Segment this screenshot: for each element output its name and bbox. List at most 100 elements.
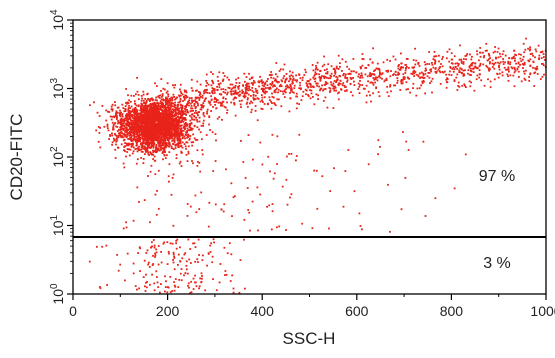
data-point (151, 97, 153, 100)
data-point (158, 149, 161, 152)
data-point (175, 124, 178, 127)
data-point (212, 82, 215, 85)
data-point (418, 72, 421, 75)
data-point (524, 79, 527, 81)
data-point (178, 95, 181, 98)
data-point (159, 140, 162, 143)
data-point (371, 82, 374, 84)
data-point (468, 65, 471, 68)
data-point (262, 90, 264, 92)
data-point (155, 112, 158, 115)
data-point (183, 89, 186, 92)
data-point (225, 168, 227, 171)
data-point (533, 85, 536, 87)
data-point (152, 111, 155, 114)
data-point (140, 112, 143, 115)
data-point (147, 127, 149, 130)
data-point (152, 158, 154, 160)
data-point (175, 153, 178, 156)
data-point (165, 144, 168, 147)
data-point (146, 147, 149, 150)
data-point (133, 122, 135, 124)
data-point (148, 141, 150, 144)
data-point (463, 58, 465, 60)
data-point (182, 134, 184, 137)
data-point (177, 120, 180, 123)
data-point (353, 190, 356, 193)
data-point (271, 80, 274, 83)
data-point (127, 144, 130, 147)
data-point (387, 183, 389, 186)
data-point (147, 98, 149, 100)
data-point (144, 148, 147, 151)
data-point (132, 128, 135, 131)
data-point (145, 108, 148, 111)
data-point (210, 110, 212, 112)
data-point (183, 135, 186, 138)
data-point (109, 135, 111, 137)
data-point (415, 59, 418, 62)
data-point (125, 155, 127, 158)
data-point (158, 120, 161, 123)
data-point (288, 75, 291, 78)
data-point (318, 85, 320, 88)
data-point (150, 125, 152, 128)
data-point (202, 106, 204, 109)
data-point (375, 86, 378, 89)
data-point (224, 106, 227, 109)
data-point (129, 136, 132, 139)
data-point (342, 205, 345, 208)
data-point (422, 80, 425, 82)
data-point (159, 113, 161, 116)
data-point (115, 135, 118, 137)
data-point (171, 137, 174, 139)
data-point (136, 158, 139, 161)
data-point (529, 58, 532, 61)
data-point (177, 134, 179, 137)
data-point (523, 77, 526, 80)
data-point (498, 65, 500, 67)
data-point (149, 102, 152, 105)
data-point (128, 122, 131, 125)
data-point (179, 260, 181, 262)
data-point (150, 146, 152, 148)
data-point (281, 90, 284, 93)
data-point (196, 139, 199, 141)
data-point (505, 68, 507, 71)
data-point (503, 66, 506, 69)
data-point (129, 117, 132, 120)
data-point (146, 150, 149, 153)
data-point (434, 60, 437, 62)
data-point (372, 47, 374, 50)
data-point (523, 61, 526, 64)
data-point (209, 129, 211, 131)
scatter-points (88, 37, 547, 294)
data-point (115, 138, 118, 140)
data-point (140, 115, 143, 118)
data-point (431, 91, 433, 94)
data-point (309, 82, 312, 85)
data-point (140, 125, 143, 128)
data-point (538, 58, 540, 61)
data-point (147, 175, 149, 177)
data-point (222, 91, 225, 93)
data-point (402, 131, 404, 133)
data-point (295, 74, 297, 77)
data-point (439, 66, 441, 68)
data-point (186, 127, 189, 130)
data-point (285, 73, 288, 75)
data-point (149, 221, 151, 224)
data-point (361, 84, 364, 86)
data-point (185, 91, 188, 94)
data-point (456, 62, 459, 65)
data-point (305, 93, 307, 96)
data-point (275, 80, 278, 83)
data-point (348, 72, 351, 75)
data-point (152, 105, 155, 108)
data-point (321, 175, 324, 178)
data-point (372, 83, 375, 86)
data-point (528, 76, 530, 78)
data-point (198, 128, 200, 131)
data-point (190, 87, 193, 89)
